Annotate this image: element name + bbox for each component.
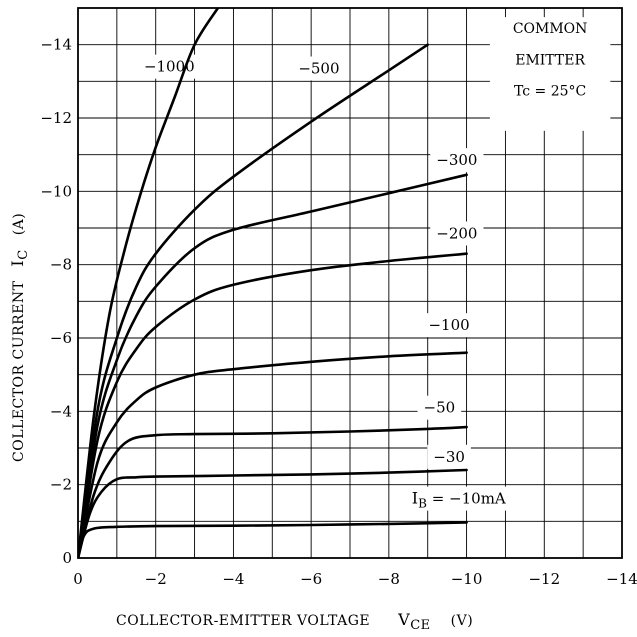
x-axis-title-text: COLLECTOR-EMITTER VOLTAGE — [116, 613, 370, 629]
tick-labels: 0 −2 −4 −6 −8 −10 −12 −14 0 −2 −4 −6 −8 −10 −12 −14 — [40, 36, 637, 588]
series-label: −1000 — [144, 58, 195, 76]
series-label: −300 — [436, 151, 477, 169]
series-labels: IB = −10mA −30 −50 −100 −200 −300 −500 −1000 — [144, 58, 506, 511]
conditions-note: COMMON EMITTER Tc = 25°C — [489, 17, 611, 131]
y-tick-label: 0 — [62, 549, 72, 567]
series-label-background — [430, 148, 484, 173]
series-label-background — [137, 54, 201, 79]
x-axis-symbol: V — [397, 610, 410, 629]
series-label: −500 — [298, 60, 339, 78]
series-label: IB = −10mA — [412, 489, 506, 511]
y-tick-label: −14 — [40, 36, 72, 54]
series-label-background — [422, 313, 476, 338]
note-line-temperature: Tc = 25°C — [514, 84, 586, 100]
series-curve — [78, 351, 468, 558]
series-curve — [78, 43, 429, 558]
y-tick-label: −6 — [50, 329, 72, 347]
x-tick-label: −6 — [300, 570, 322, 588]
series-label: −200 — [436, 225, 477, 243]
series-curve — [78, 468, 468, 558]
series-curve — [78, 252, 468, 558]
series-label-background — [405, 486, 512, 511]
x-axis-unit: (V) — [451, 613, 474, 629]
y-tick-label: −2 — [50, 476, 72, 494]
series-curve — [78, 173, 468, 558]
conditions-note-background — [489, 17, 611, 131]
x-axis-title: COLLECTOR-EMITTER VOLTAGE VCE (V) — [116, 610, 473, 633]
x-tick-label: −4 — [222, 570, 244, 588]
y-axis-unit: (A) — [11, 213, 27, 236]
x-tick-label: −2 — [145, 570, 167, 588]
y-axis-title: COLLECTOR CURRENT IC (A) — [8, 213, 31, 462]
x-tick-label: −8 — [378, 570, 400, 588]
curves — [78, 8, 468, 558]
series-label-background — [292, 56, 346, 81]
y-axis-symbol: I — [8, 260, 27, 267]
x-tick-label: 0 — [73, 570, 83, 588]
y-tick-label: −10 — [40, 182, 72, 200]
x-tick-label: −14 — [606, 570, 637, 588]
y-axis-symbol-sub: C — [16, 249, 31, 259]
plot-frame — [77, 7, 623, 559]
series-label-background — [417, 395, 462, 420]
series-label: −30 — [433, 448, 465, 466]
series-curve — [78, 8, 220, 558]
x-tick-label: −12 — [528, 570, 560, 588]
series-curve — [78, 521, 468, 558]
series-label: −100 — [428, 316, 469, 334]
series-label-background — [430, 221, 484, 246]
label-backgrounds — [137, 54, 512, 511]
note-line-common: COMMON — [513, 21, 588, 37]
y-tick-label: −12 — [40, 109, 72, 127]
y-tick-label: −8 — [50, 256, 72, 274]
series-curve — [78, 425, 468, 558]
series-label: −50 — [424, 399, 456, 417]
x-tick-label: −10 — [451, 570, 483, 588]
y-axis-title-text: COLLECTOR CURRENT — [11, 280, 27, 462]
y-tick-label: −4 — [50, 402, 72, 420]
series-label-background — [427, 444, 471, 469]
note-line-emitter: EMITTER — [515, 52, 585, 68]
x-axis-symbol-sub: CE — [410, 618, 430, 633]
